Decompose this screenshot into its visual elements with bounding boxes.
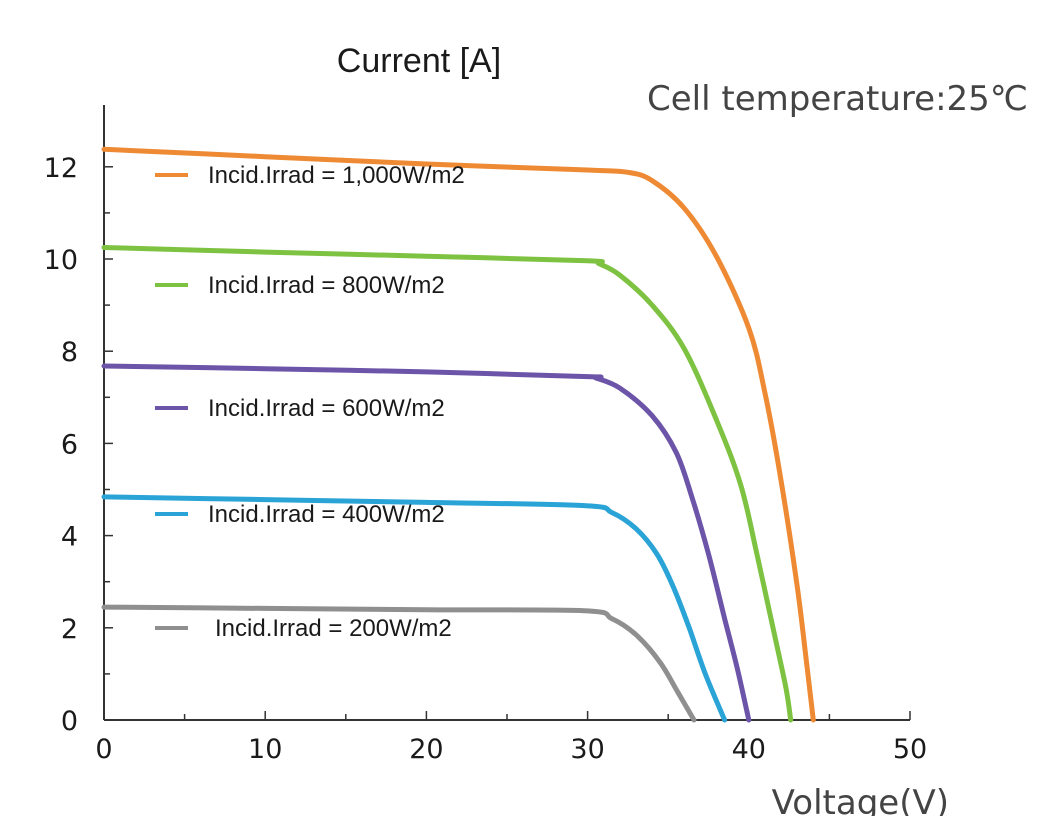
legend: Incid.Irrad = 1,000W/m2 Incid.Irrad = 800…	[155, 162, 465, 642]
legend-label-2: Incid.Irrad = 800W/m2	[208, 272, 445, 299]
x-axis-label: Voltage(V)	[772, 783, 949, 816]
x-tick-label: 10	[248, 734, 282, 765]
legend-label-5: Incid.Irrad = 200W/m2	[215, 615, 452, 642]
y-tick-label: 12	[44, 153, 78, 184]
series-line-1	[101, 146, 816, 723]
series-line-3	[101, 363, 752, 723]
y-tick-label: 8	[61, 337, 78, 368]
y-axis-label: Current [A]	[337, 42, 501, 80]
x-tick-label: 20	[409, 734, 443, 765]
series-line-2	[101, 245, 794, 723]
series-line-5	[101, 604, 697, 723]
curves	[101, 146, 816, 723]
x-ticks: 0 10 20 30 40 50	[95, 711, 927, 765]
x-tick-label: 40	[732, 734, 766, 765]
y-tick-label: 4	[61, 522, 78, 553]
y-tick-label: 10	[44, 245, 78, 276]
legend-label-3: Incid.Irrad = 600W/m2	[208, 395, 445, 422]
y-ticks: 0 2 4 6 8 10 12	[44, 153, 113, 737]
y-tick-label: 0	[61, 706, 78, 737]
y-tick-label: 6	[61, 429, 78, 460]
cell-temperature-annotation: Cell temperature:25℃	[647, 79, 1028, 119]
y-tick-label: 2	[61, 614, 78, 645]
x-tick-label: 50	[893, 734, 927, 765]
series-line-4	[101, 494, 728, 723]
x-tick-label: 0	[95, 734, 112, 765]
x-tick-label: 30	[570, 734, 604, 765]
legend-label-1: Incid.Irrad = 1,000W/m2	[208, 162, 465, 189]
legend-label-4: Incid.Irrad = 400W/m2	[208, 501, 445, 528]
